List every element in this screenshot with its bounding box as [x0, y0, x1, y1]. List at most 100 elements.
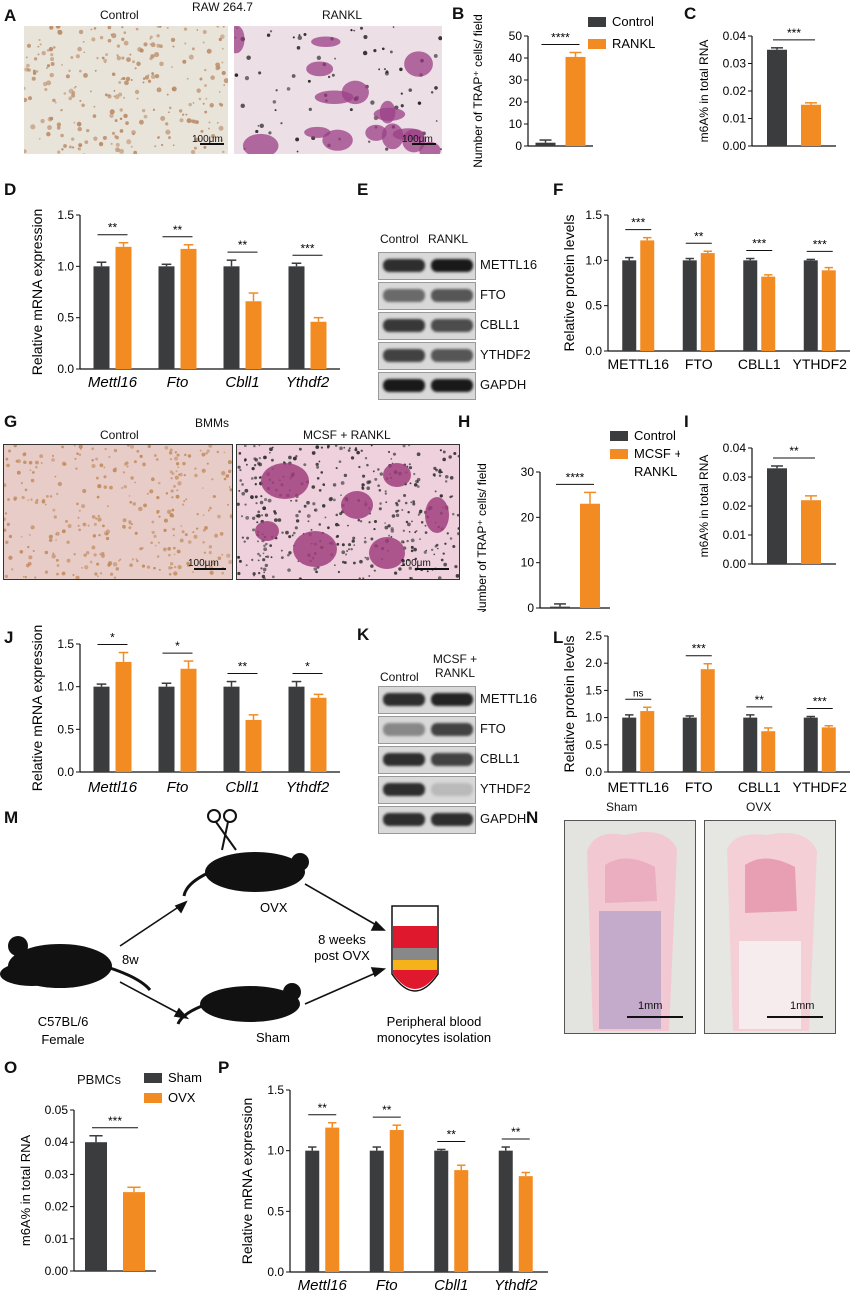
- y-tick-label: 0.03: [45, 1167, 69, 1181]
- cell: [102, 524, 105, 528]
- cell: [216, 121, 219, 124]
- cell: [254, 458, 258, 462]
- bar: [123, 1192, 145, 1271]
- cell: [109, 113, 114, 118]
- cell: [373, 569, 376, 572]
- cell: [258, 554, 262, 557]
- cell: [125, 121, 129, 125]
- cell: [409, 482, 412, 485]
- cell: [165, 492, 169, 495]
- cell: [424, 531, 428, 534]
- cell: [42, 498, 45, 502]
- cell: [55, 558, 59, 562]
- cell: [397, 499, 401, 503]
- cell: [24, 488, 28, 492]
- cell: [158, 481, 161, 485]
- cell: [245, 463, 248, 466]
- y-tick-label: 0.5: [585, 738, 602, 752]
- cell: [63, 144, 67, 148]
- cell: [35, 70, 39, 73]
- cell: [408, 466, 413, 470]
- cell: [221, 70, 226, 76]
- cell: [379, 502, 382, 505]
- bar: [535, 142, 556, 146]
- cell: [377, 484, 380, 488]
- cell: [65, 519, 69, 523]
- cell: [241, 491, 246, 496]
- cell: [373, 49, 377, 53]
- cell: [172, 527, 175, 531]
- cell: [178, 109, 183, 113]
- cell: [269, 447, 273, 452]
- cell: [391, 514, 396, 518]
- cell: [358, 577, 361, 579]
- cell: [28, 460, 33, 465]
- cell: [134, 481, 137, 484]
- cell: [51, 458, 55, 462]
- cell: [39, 43, 42, 46]
- cell: [196, 527, 199, 530]
- blot-band-label: CBLL1: [480, 751, 520, 766]
- cell: [269, 451, 271, 454]
- cell: [122, 518, 127, 523]
- cell: [265, 555, 267, 558]
- cell: [303, 32, 307, 36]
- cell: [433, 54, 438, 58]
- bar: [180, 668, 197, 772]
- legend-label: RANKL: [634, 464, 677, 479]
- blot-band: [383, 813, 425, 826]
- cell: [457, 532, 459, 536]
- cell: [291, 534, 294, 537]
- y-axis-label: Relative mRNA expression: [29, 625, 45, 792]
- cell: [295, 137, 300, 142]
- category-label: Cbll1: [225, 374, 259, 391]
- blot-band-label: FTO: [480, 721, 506, 736]
- blot-band-label: YTHDF2: [480, 347, 531, 362]
- cell: [194, 473, 198, 478]
- significance-label: **: [238, 238, 248, 252]
- panel-a-right-label: RANKL: [322, 8, 363, 22]
- cell: [266, 555, 270, 559]
- cell: [77, 46, 82, 52]
- y-tick-label: 10: [521, 556, 535, 570]
- legend-label: MCSF +: [634, 446, 680, 461]
- cell: [169, 448, 173, 452]
- cell: [244, 488, 249, 493]
- cell: [143, 503, 147, 508]
- cell: [37, 53, 40, 56]
- cell: [188, 54, 194, 60]
- y-tick-label: 20: [509, 95, 523, 109]
- cell: [126, 465, 129, 468]
- cell: [119, 108, 123, 112]
- y-tick-label: 0.05: [45, 1103, 69, 1117]
- cell: [363, 34, 368, 40]
- cell: [393, 571, 398, 575]
- cell: [379, 472, 383, 476]
- cell: [173, 484, 176, 488]
- cell: [187, 540, 192, 544]
- panel-letter-h: H: [458, 412, 471, 431]
- cell: [414, 557, 418, 561]
- osteoclast: [306, 61, 334, 77]
- significance-label: ***: [752, 237, 766, 251]
- panel-a-title: RAW 264.7: [192, 0, 253, 14]
- cell: [395, 509, 399, 513]
- cell: [188, 102, 192, 107]
- cell: [263, 544, 266, 548]
- cell: [27, 96, 33, 101]
- cell: [408, 566, 412, 570]
- blot-band-label: METTL16: [480, 257, 538, 272]
- cell: [122, 76, 126, 81]
- legend-label: Control: [634, 428, 676, 443]
- cell: [142, 77, 146, 80]
- significance-label: ***: [787, 26, 801, 40]
- y-tick-label: 0: [527, 601, 534, 612]
- blot-band-label: CBLL1: [480, 317, 520, 332]
- bar: [305, 1150, 320, 1272]
- cell: [223, 84, 225, 86]
- cell: [239, 479, 243, 482]
- panel-letter-p: P: [218, 1058, 230, 1077]
- cell: [156, 511, 159, 514]
- significance-label: ****: [551, 31, 570, 45]
- y-tick-label: 20: [521, 510, 535, 524]
